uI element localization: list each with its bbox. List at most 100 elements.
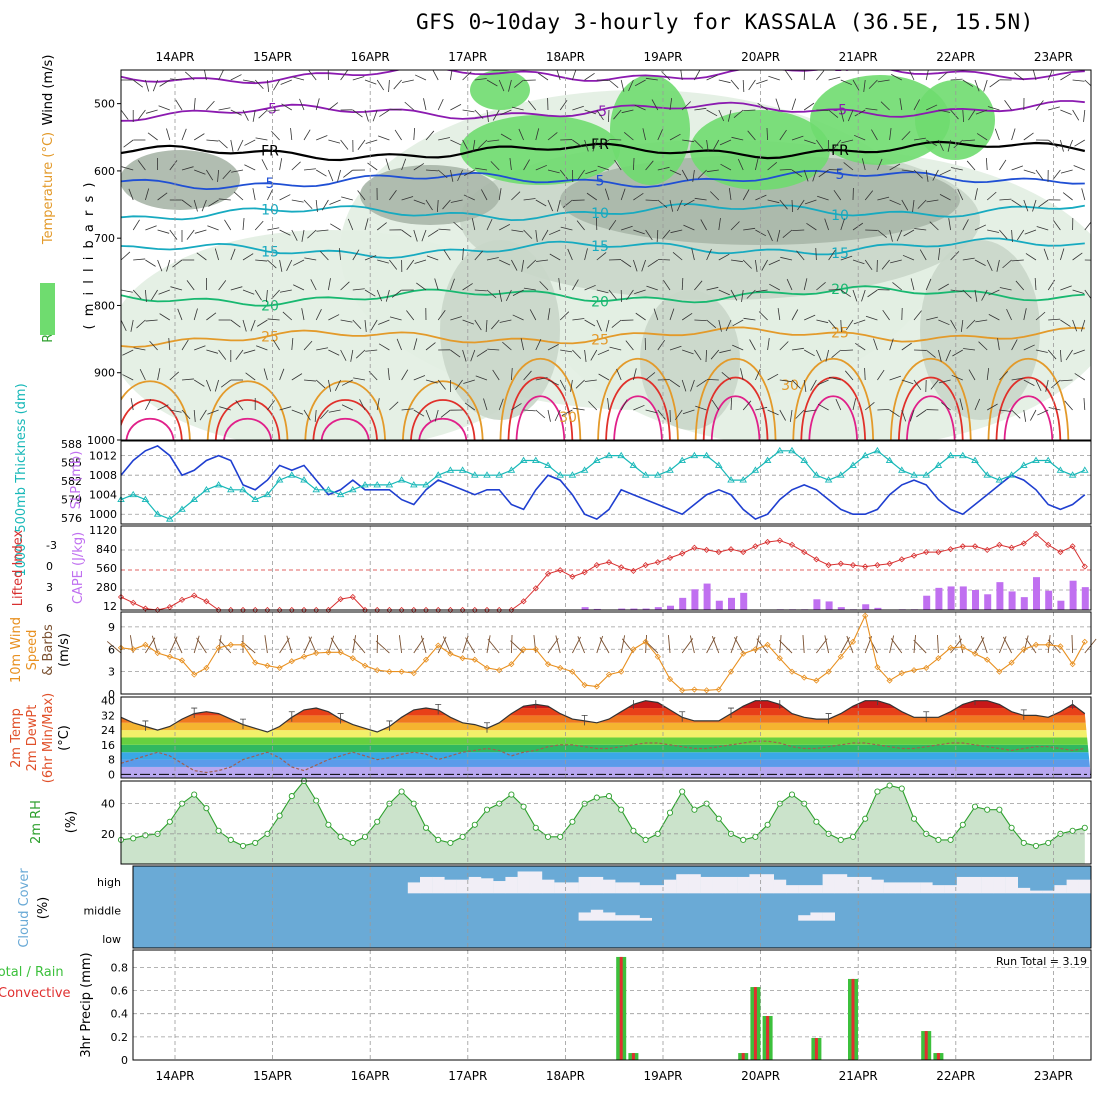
wind-barb: [376, 398, 380, 411]
wind-barb: [661, 229, 671, 240]
wind-barb: [641, 259, 646, 272]
wind-barb: [281, 103, 293, 111]
rh2m-point: [1069, 827, 1076, 834]
ua-ylabel: ( m i l l i b a r s ): [82, 181, 97, 330]
wind-barb: [299, 98, 305, 111]
wind-barb: [570, 379, 573, 392]
wind-barb: [242, 218, 245, 231]
wind10m-barb: [420, 635, 427, 654]
wind-barb: [592, 139, 598, 152]
thickness-point: [519, 456, 528, 463]
wind-barb: [621, 225, 633, 231]
wind-barb: [975, 109, 988, 115]
wind10m-barb: [465, 637, 476, 654]
wind-barb: [303, 199, 313, 210]
wind-barb: [316, 229, 329, 232]
wind-barb: [871, 129, 878, 141]
isotherm-label-5: 5: [836, 167, 845, 183]
wind-barb: [396, 338, 402, 351]
wind-barb: [464, 402, 476, 411]
wind-barb: [523, 198, 536, 201]
rh2m-point: [361, 833, 369, 840]
rh2m-point: [886, 782, 893, 789]
cloud-clear-cell: [725, 876, 738, 894]
wind-barb: [952, 349, 963, 357]
wind-barb: [498, 289, 503, 302]
wind-barb: [401, 158, 407, 171]
cape-bar: [862, 604, 870, 610]
wind-barb: [267, 189, 274, 201]
wind-barb: [1011, 339, 1018, 351]
wind-barb: [177, 308, 183, 321]
wind-barb: [721, 371, 732, 381]
wind10m-point: [776, 655, 783, 662]
cape-bar: [1057, 600, 1065, 610]
cape-bar: [667, 605, 674, 610]
wind-barb: [674, 409, 683, 421]
cape-bar: [923, 595, 931, 610]
wind-barb: [414, 259, 427, 264]
li-point: [630, 567, 637, 574]
wind-barb: [1065, 349, 1073, 361]
wind10m-point: [252, 659, 259, 666]
wind10m-point: [788, 668, 796, 675]
wind-barb: [391, 289, 402, 298]
wind-barb: [999, 371, 1009, 381]
wind-barb: [450, 169, 454, 182]
li-point: [801, 549, 808, 556]
rh2m-point: [1081, 824, 1088, 831]
rh2m-point: [630, 827, 637, 834]
wind-barb: [645, 160, 654, 171]
rh2m-point: [691, 806, 698, 813]
wind-barb: [791, 347, 804, 351]
wind-barb: [608, 289, 617, 300]
cloud-clear-cell: [847, 876, 860, 894]
wind-barb: [328, 278, 331, 291]
wind-barb: [499, 319, 512, 323]
wind-barb: [157, 259, 163, 272]
rh-ylabel: 2m RH: [29, 800, 44, 844]
wind-barb: [512, 314, 524, 321]
wind-barb: [193, 308, 198, 321]
wind-barb: [996, 259, 1000, 272]
wind-barb: [938, 319, 950, 326]
wind-barb: [244, 139, 256, 146]
wind-barb: [340, 319, 353, 323]
wind-barb: [950, 167, 963, 171]
li-point: [886, 560, 893, 567]
wind10m-point: [1045, 641, 1052, 648]
rh2m-point: [788, 791, 796, 798]
precip-tick: 0.4: [111, 1008, 129, 1021]
precip-conv-bar: [851, 978, 855, 1060]
wind-barb: [157, 229, 170, 234]
rh2m-point: [130, 835, 137, 842]
wind-barb: [378, 319, 390, 325]
wind-barb: [986, 259, 993, 272]
wind-barb: [559, 379, 567, 391]
wind-barb: [193, 379, 205, 387]
thickness-point: [1068, 471, 1077, 478]
wind-barb: [137, 109, 146, 120]
wind-barb: [450, 139, 462, 146]
wind-barb: [1004, 100, 1012, 111]
wind10m-point: [886, 677, 893, 684]
wind10m-point: [142, 641, 149, 648]
wind10m-point: [117, 644, 125, 651]
cloud-clear-cell: [603, 879, 616, 894]
wind-barb: [596, 79, 609, 82]
wind-barb: [853, 319, 866, 325]
li-point: [862, 563, 869, 570]
wind-barb: [694, 280, 703, 291]
temp-side-label: (6hr Min/Max): [41, 693, 56, 783]
wind-barb: [413, 199, 426, 205]
rh2m-point: [1045, 839, 1052, 846]
wind-barb: [651, 99, 659, 111]
rh2m-point: [764, 821, 771, 828]
wind-barb: [706, 286, 719, 291]
wind-barb: [123, 139, 134, 148]
wind-barb: [242, 79, 255, 83]
wind-barb: [1043, 248, 1049, 261]
wind-barb: [938, 283, 949, 291]
wind-barb: [315, 169, 327, 177]
